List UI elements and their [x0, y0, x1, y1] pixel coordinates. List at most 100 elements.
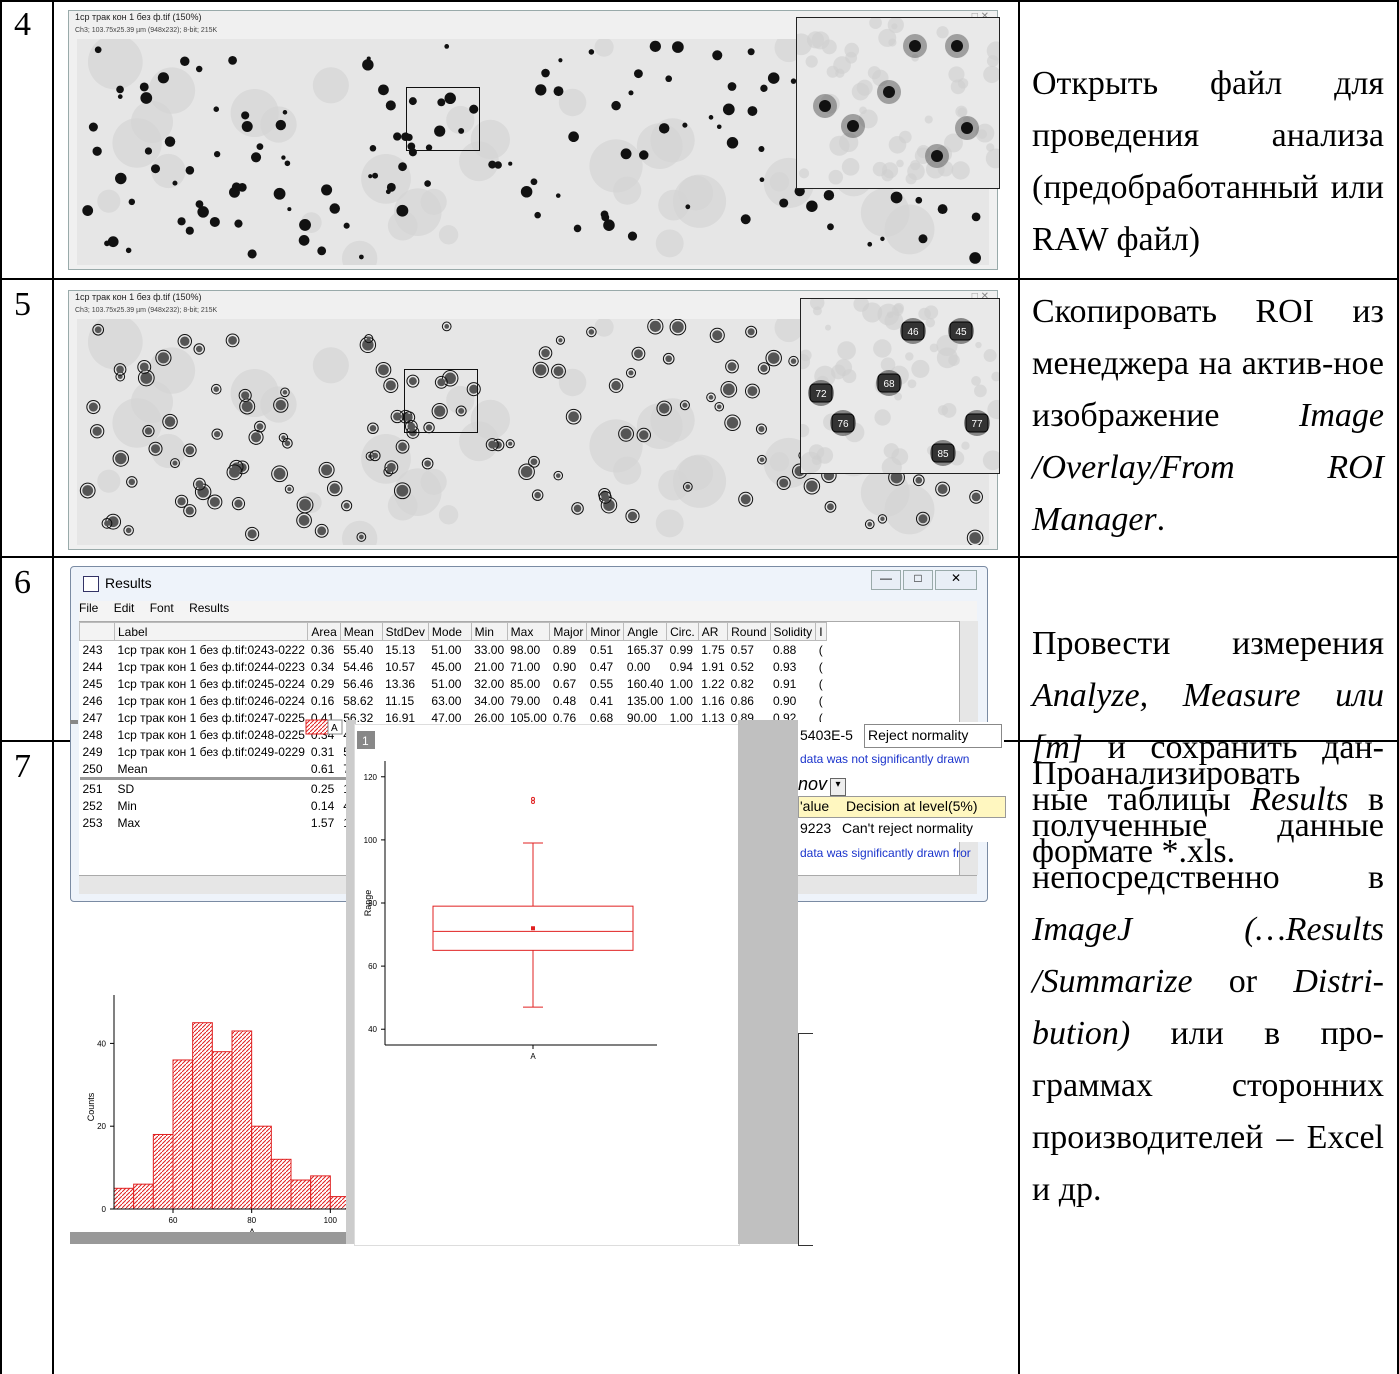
menu-results[interactable]: Results	[189, 601, 230, 615]
roi-outline	[431, 403, 448, 420]
grid-line	[0, 278, 1399, 280]
column-header[interactable]: Min	[470, 622, 508, 641]
particle-spot	[558, 58, 563, 63]
particle-spot	[117, 94, 123, 99]
column-header[interactable]: Mode	[427, 622, 472, 641]
window-controls[interactable]: □ ✕	[972, 11, 989, 22]
column-header[interactable]: Angle	[623, 622, 668, 641]
column-header[interactable]: Major	[549, 622, 588, 641]
table-row[interactable]: 243 1ср трак кон 1 без ф.tif:0243-0222 0.3…	[80, 641, 827, 659]
column-header[interactable]	[79, 622, 115, 641]
column-header[interactable]: Minor	[586, 622, 625, 641]
menu-font[interactable]: Font	[149, 601, 174, 615]
table-cell: 0.94	[669, 659, 693, 674]
window-controls[interactable]: — □ ✕	[869, 569, 977, 590]
column-header[interactable]: I	[815, 622, 827, 641]
roi-outline	[296, 496, 314, 514]
column-header[interactable]: Label	[113, 622, 309, 641]
table-cell: 51.00	[431, 676, 462, 691]
histogram-bar	[270, 1158, 292, 1210]
table-cell: 56.46	[343, 676, 374, 691]
close-button[interactable]: ✕	[935, 570, 977, 590]
particle-spot	[603, 219, 615, 231]
roi-label: 76	[837, 419, 849, 430]
texture-blob	[805, 55, 818, 68]
table-cell: 98.00	[510, 642, 541, 657]
roi-outline	[86, 399, 101, 415]
particle-spot	[458, 407, 465, 414]
roi-outline	[137, 360, 152, 374]
minimize-button[interactable]: —	[871, 570, 901, 590]
column-header[interactable]: Circ.	[666, 622, 699, 641]
particle-spot	[197, 206, 209, 218]
menu-edit[interactable]: Edit	[113, 601, 135, 615]
maximize-button[interactable]: □	[903, 570, 933, 590]
spot-core	[909, 40, 921, 52]
roi-outline	[598, 490, 612, 504]
y-tick-label: 40	[368, 1025, 377, 1034]
particle-spot	[672, 41, 684, 53]
roi-selection[interactable]	[406, 87, 480, 151]
roi-outline	[148, 441, 163, 456]
table-cell: 0.61	[310, 761, 335, 776]
particle-spot	[727, 82, 737, 91]
menu-file[interactable]: File	[79, 601, 99, 615]
roi-outline	[738, 491, 754, 507]
table-row[interactable]: 247 1ср трак кон 1 без ф.tif:0247-0225 0.4…	[80, 709, 827, 726]
table-cell: 165.37	[626, 642, 664, 657]
particle-spot	[727, 362, 737, 371]
table-row[interactable]: 244 1ср трак кон 1 без ф.tif:0244-0223 0.3…	[80, 658, 827, 675]
table-cell: 0.29	[310, 676, 335, 691]
texture-blob	[977, 129, 988, 139]
y-tick-label: 60	[368, 962, 377, 971]
column-header[interactable]: StdDev	[381, 622, 429, 641]
roi-outline	[183, 504, 197, 518]
roi-outline	[744, 383, 760, 399]
column-header[interactable]: Mean	[339, 622, 383, 641]
roi-selection[interactable]	[404, 369, 478, 433]
background-blob	[131, 100, 174, 143]
dropdown-arrow-icon[interactable]: ▾	[830, 778, 846, 796]
background-blob	[655, 509, 684, 538]
column-header[interactable]: Solidity	[769, 622, 817, 641]
particle-spot	[747, 386, 758, 396]
stat-header-row	[798, 796, 1006, 818]
stat-value: 5403E-5	[800, 727, 853, 743]
particle-spot	[437, 378, 446, 387]
window-controls[interactable]: □ ✕	[971, 291, 989, 302]
texture-blob	[950, 79, 966, 95]
particle-spot	[434, 405, 446, 417]
particle-spot	[747, 106, 758, 116]
texture-blob	[816, 447, 834, 464]
column-header[interactable]: AR	[697, 622, 729, 641]
texture-blob	[911, 359, 930, 378]
texture-blob	[828, 169, 844, 185]
step-7-description: Проанализировать полученные данные непос…	[1032, 755, 1384, 1208]
roi-outline	[245, 526, 260, 542]
particle-spot	[104, 520, 110, 527]
particle-spot	[407, 422, 416, 431]
particle-spot	[241, 391, 250, 400]
column-header[interactable]: Max	[506, 622, 551, 641]
table-row[interactable]: 245 1ср трак кон 1 без ф.tif:0245-0224 0.2…	[80, 675, 827, 692]
particle-spot	[329, 483, 340, 494]
particle-spot	[386, 462, 396, 472]
particle-spot	[508, 161, 513, 166]
texture-blob	[833, 56, 851, 74]
roi-outline	[273, 397, 289, 413]
x-tick-label: 100	[324, 1216, 338, 1225]
grid-line	[1397, 0, 1399, 1374]
histogram-bar	[310, 1175, 331, 1210]
table-row[interactable]: 246 1ср трак кон 1 без ф.tif:0246-0224 0.1…	[80, 692, 827, 709]
roi-outline	[126, 476, 138, 488]
particle-spot	[247, 249, 257, 259]
texture-blob	[929, 343, 939, 353]
particle-spot	[488, 160, 497, 169]
texture-blob	[891, 23, 898, 30]
particle-spot	[393, 132, 402, 141]
column-header[interactable]: Area	[307, 622, 341, 641]
panel-edge	[798, 1033, 813, 1246]
column-header[interactable]: Round	[727, 622, 771, 641]
panel-tab	[357, 731, 375, 749]
particle-spot	[767, 352, 780, 364]
